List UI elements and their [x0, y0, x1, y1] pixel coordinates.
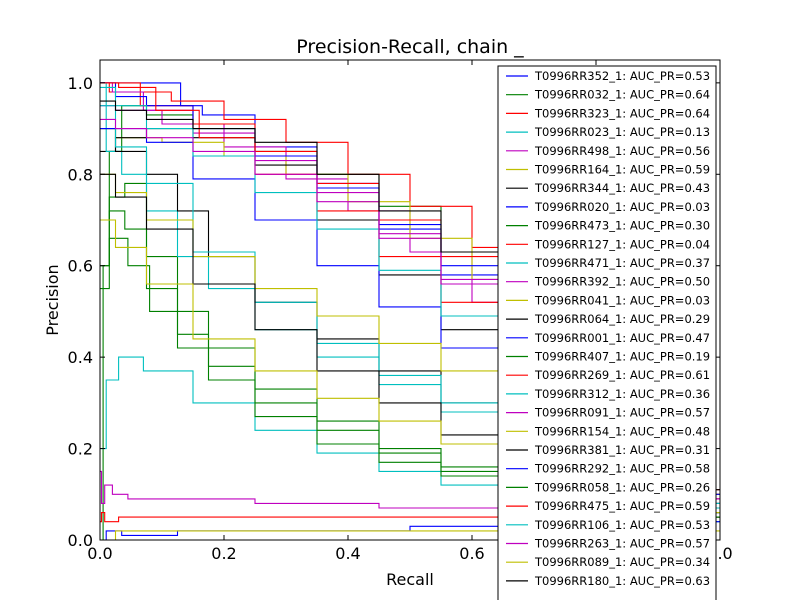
legend-entry: T0996RR263_1: AUC_PR=0.57	[534, 537, 710, 551]
legend-entry: T0996RR180_1: AUC_PR=0.63	[534, 574, 710, 588]
legend-entry: T0996RR023_1: AUC_PR=0.13	[534, 125, 710, 139]
legend-entry: T0996RR352_1: AUC_PR=0.53	[534, 69, 710, 83]
x-tick-label: 0.6	[459, 544, 484, 563]
legend: T0996RR352_1: AUC_PR=0.53 T0996RR032_1: A…	[497, 65, 717, 600]
legend-entry: T0996RR292_1: AUC_PR=0.58	[534, 462, 710, 476]
legend-entry: T0996RR001_1: AUC_PR=0.47	[534, 331, 710, 345]
legend-entry: T0996RR323_1: AUC_PR=0.64	[534, 106, 710, 120]
legend-entry: T0996RR058_1: AUC_PR=0.26	[534, 480, 710, 494]
x-tick-label: 0.0	[87, 544, 112, 563]
legend-entry: T0996RR381_1: AUC_PR=0.31	[534, 443, 710, 457]
legend-entry: T0996RR473_1: AUC_PR=0.30	[534, 219, 710, 233]
legend-entry: T0996RR471_1: AUC_PR=0.37	[534, 256, 710, 270]
legend-entry: T0996RR344_1: AUC_PR=0.43	[534, 181, 710, 195]
legend-entry: T0996RR154_1: AUC_PR=0.48	[534, 424, 710, 438]
legend-entry: T0996RR407_1: AUC_PR=0.19	[534, 350, 710, 364]
legend-entry: T0996RR269_1: AUC_PR=0.61	[534, 368, 710, 382]
y-tick-label: 0.0	[68, 531, 93, 550]
y-tick-label: 1.0	[68, 74, 93, 93]
x-axis-label: Recall	[386, 570, 434, 589]
legend-entry: T0996RR032_1: AUC_PR=0.64	[534, 88, 710, 102]
legend-entry: T0996RR392_1: AUC_PR=0.50	[534, 275, 710, 289]
legend-entry: T0996RR312_1: AUC_PR=0.36	[534, 387, 710, 401]
y-tick-label: 0.8	[68, 165, 93, 184]
chart-title: Precision-Recall, chain _	[296, 36, 524, 58]
legend-entry: T0996RR041_1: AUC_PR=0.03	[534, 293, 710, 307]
legend-entry: T0996RR475_1: AUC_PR=0.59	[534, 499, 710, 513]
legend-entry: T0996RR089_1: AUC_PR=0.34	[534, 555, 710, 569]
y-tick-label: 0.2	[68, 440, 93, 459]
legend-entry: T0996RR020_1: AUC_PR=0.03	[534, 200, 710, 214]
plot-frame	[99, 59, 721, 541]
legend-entry: T0996RR127_1: AUC_PR=0.04	[534, 237, 710, 251]
y-tick-label: 0.4	[68, 348, 93, 367]
x-tick-label: 0.4	[335, 544, 360, 563]
legend-entry: T0996RR498_1: AUC_PR=0.56	[534, 144, 710, 158]
legend-box	[497, 65, 717, 600]
y-axis-label: Precision	[43, 264, 62, 335]
legend-entry: T0996RR064_1: AUC_PR=0.29	[534, 312, 710, 326]
legend-entry: T0996RR106_1: AUC_PR=0.53	[534, 518, 710, 532]
x-tick-label: 0.2	[211, 544, 236, 563]
legend-entry: T0996RR091_1: AUC_PR=0.57	[534, 406, 710, 420]
legend-entry: T0996RR164_1: AUC_PR=0.59	[534, 163, 710, 177]
y-tick-label: 0.6	[68, 257, 93, 276]
